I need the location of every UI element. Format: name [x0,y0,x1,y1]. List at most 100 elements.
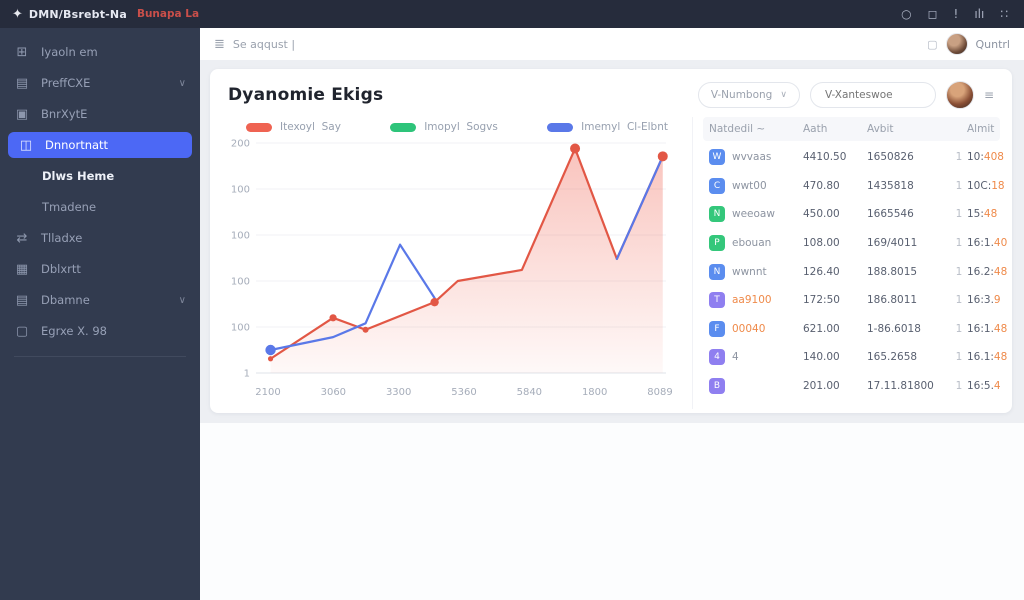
dashboard-icon: ⊞ [16,44,28,60]
table-section: Natdedil ~ Aath Avbit Almit ⊞ Wwvvaas441… [692,117,1007,409]
sidebar-item-label: BnrXytE [41,107,88,121]
legend-item[interactable]: Imopyl Sogvs [390,121,498,133]
hamburger-icon[interactable]: ≣ [214,36,225,52]
row-separator: 1 [955,351,963,364]
chevron-down-icon: ∨ [780,90,787,100]
row-value-1: 201.00 [803,380,840,393]
breadcrumb: Se aqqust | [232,37,296,51]
legend-label: Imopyl Sogvs [424,121,498,133]
row-value-3: 10C:18 [967,179,1005,192]
sidebar-item[interactable]: ▤ Dbamne ∨ [0,285,200,315]
filter-input[interactable] [822,88,923,102]
svg-text:1800: 1800 [582,387,607,398]
menu-icon[interactable]: ≡ [983,88,994,102]
legend-item[interactable]: Itexoyl Say [246,121,341,133]
lock-icon[interactable]: ◻ [927,7,938,21]
username-label: Quntrl [975,37,1011,51]
svg-text:5360: 5360 [451,387,476,398]
notification-circle-icon[interactable]: ○ [901,7,912,21]
legend-item[interactable]: Imemyl Cl-Elbnt [547,121,668,133]
legend-label: Imemyl Cl-Elbnt [581,121,668,133]
svg-text:5840: 5840 [517,387,542,398]
row-value-1: 4410.50 [803,151,847,164]
bag-icon: ▢ [15,323,29,339]
printer-icon: ▤ [15,75,29,91]
sidebar-item[interactable]: ⊞ Iyaoln em [0,37,200,67]
row-value-1: 108.00 [803,237,840,250]
sidebar-item[interactable]: ▢ Egrxe X. 98 [0,316,200,346]
row-value-3: 16:5.4 [967,380,1001,393]
table-header-v3: Almit [967,123,995,135]
sidebar-item-label: PreffCXE [41,76,91,90]
topbar-icon-group: ○ ◻! ılı ∷ [901,8,1008,20]
row-separator: 1 [955,179,963,192]
sidebar-item[interactable]: Tmadene [0,192,200,222]
sidebar: ⊞ Iyaoln em ▤ PreffCXE ∨ ▣ BnrXytE ◫ Dnnortnatt D… [0,28,200,600]
sidebar-item-label: Egrxe X. 98 [41,324,107,338]
chevron-down-icon: ∨ [178,77,186,89]
user-avatar[interactable] [945,33,968,55]
row-value-1: 621.00 [803,322,840,335]
row-separator: 1 [955,294,963,307]
filter-select-value: V-Numbong [710,89,773,101]
row-separator: 1 [955,380,963,393]
sidebar-divider [14,356,186,357]
svg-text:2100: 2100 [255,387,280,398]
row-value-2: 165.2658 [867,351,918,364]
table-header-v2: Avbit [867,123,894,135]
svg-text:3300: 3300 [386,387,411,398]
row-avatar-chip: F [709,320,725,337]
sidebar-item[interactable]: ⇄ Tlladxe [0,223,200,253]
card-body: Itexoyl Say Imopyl Sogvs Imemyl Cl-Elbnt 2… [210,115,1012,409]
table-header-name[interactable]: Natdedil ~ [709,123,803,135]
stats-icon[interactable]: ılı [974,7,985,21]
topbar: ✦ DMN/Bsrebt-Na Bunapa La ○ ◻! ılı ∷ [0,0,1024,28]
svg-text:200: 200 [231,139,250,150]
row-avatar-chip: C [709,177,725,194]
row-avatar-chip: W [709,149,725,166]
sidebar-item[interactable]: ▣ BnrXytE [0,99,200,129]
svg-text:8089: 8089 [647,387,672,398]
row-avatar-chip: P [709,235,725,252]
alert-icon[interactable]: ! [953,7,959,21]
chevron-down-icon: ∨ [178,294,186,306]
sidebar-item[interactable]: Dlws Heme [0,161,200,191]
sidebar-nav: ⊞ Iyaoln em ▤ PreffCXE ∨ ▣ BnrXytE ◫ Dnnortnatt D… [0,37,200,346]
app-logo-text[interactable]: DMN/Bsrebt-Na [28,7,127,21]
row-value-2: 188.8015 [867,265,918,278]
sidebar-item-label: Tmadene [42,200,97,214]
sidebar-item[interactable]: ◫ Dnnortnatt [8,132,192,158]
dashboard-card: Dyanomie Ekigs V-Numbong ∨ ≡ Itex [210,69,1012,413]
sidebar-item[interactable]: ▤ PreffCXE ∨ [0,68,200,98]
legend-swatch [547,122,574,132]
row-separator: 1 [955,322,963,335]
apps-grid-icon[interactable]: ∷ [1000,7,1008,21]
filter-select[interactable]: V-Numbong ∨ [697,82,800,108]
filter-avatar[interactable] [945,81,974,109]
sidebar-item[interactable]: ▦ Dblxrtt [0,254,200,284]
sidebar-item-label: Dnnortnatt [45,138,109,152]
row-name: ebouan [732,237,772,250]
chart-legend: Itexoyl Say Imopyl Sogvs Imemyl Cl-Elbnt [220,117,678,133]
chart-section: Itexoyl Say Imopyl Sogvs Imemyl Cl-Elbnt 2… [220,117,678,409]
row-value-2: 1-86.6018 [867,322,921,335]
row-value-2: 1650826 [867,151,914,164]
row-value-3: 10:408 [967,151,1004,164]
sidebar-item-label: Dbamne [41,293,90,307]
row-name: 4 [732,351,739,364]
row-name: wwnnt [732,265,767,278]
fullscreen-icon[interactable]: ▢ [927,37,938,51]
